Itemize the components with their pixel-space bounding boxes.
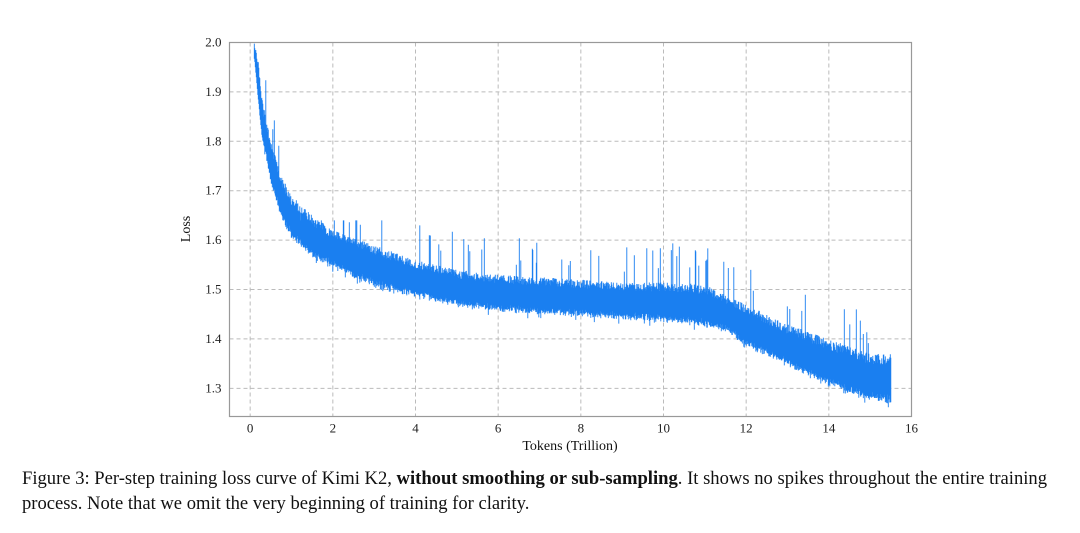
caption-prefix: Figure 3: Per-step training loss curve o…: [22, 468, 397, 489]
loss-series-line: [253, 43, 892, 408]
x-tick-label: 16: [905, 421, 919, 436]
tick-labels: 0 2 4 6 8 10 12 14 16 1.3 1.4 1.5 1.6 1.7 1.8 1.9 2.0: [205, 35, 918, 436]
y-tick-label: 1.5: [205, 282, 221, 297]
x-tick-label: 2: [330, 421, 337, 436]
plot-frame: [228, 41, 913, 418]
x-tick-label: 12: [740, 421, 753, 436]
x-tick-label: 4: [412, 421, 419, 436]
x-tick-label: 10: [657, 421, 670, 436]
y-tick-label: 1.6: [205, 232, 222, 247]
caption-suffix: . It shows no spikes throughout the enti…: [22, 468, 1048, 514]
y-tick-label: 2.0: [205, 35, 221, 50]
y-tick-label: 1.3: [205, 380, 221, 395]
x-tick-label: 14: [822, 421, 836, 436]
series-layer: [253, 43, 892, 408]
y-axis-label: Loss: [179, 216, 194, 242]
x-tick-label: 6: [495, 421, 502, 436]
y-tick-label: 1.4: [205, 331, 222, 346]
figure-caption: Figure 3: Per-step training loss curve o…: [22, 466, 1072, 516]
x-axis-label: Tokens (Trillion): [522, 439, 618, 454]
x-tick-label: 0: [247, 421, 254, 436]
y-tick-label: 1.8: [205, 133, 221, 148]
y-tick-label: 1.7: [205, 183, 222, 198]
caption-bold: without smoothing or sub-sampling: [396, 468, 678, 489]
x-tick-label: 8: [578, 421, 585, 436]
loss-chart: 0 2 4 6 8 10 12 14 16 1.3 1.4 1.5 1.6 1.7 1.8 1.9 2.0 To…: [179, 35, 919, 455]
y-tick-label: 1.9: [205, 84, 221, 99]
